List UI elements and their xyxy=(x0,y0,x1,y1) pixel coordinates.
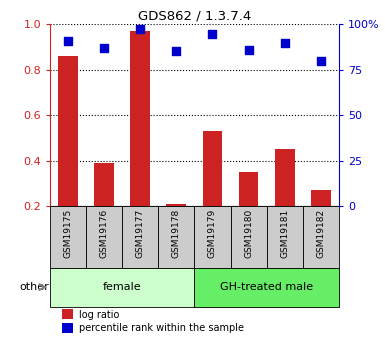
Text: GSM19176: GSM19176 xyxy=(100,209,109,258)
Bar xyxy=(194,267,339,307)
Text: GH-treated male: GH-treated male xyxy=(220,282,313,292)
Text: GSM19181: GSM19181 xyxy=(280,209,289,258)
Bar xyxy=(266,206,303,267)
Bar xyxy=(194,206,231,267)
Bar xyxy=(275,149,295,206)
Text: GSM19182: GSM19182 xyxy=(316,209,325,258)
Text: GSM19175: GSM19175 xyxy=(64,209,73,258)
Bar xyxy=(86,206,122,267)
Bar xyxy=(131,31,150,206)
Bar xyxy=(58,56,78,206)
Point xyxy=(173,48,179,53)
Bar xyxy=(303,206,339,267)
Bar xyxy=(311,190,331,206)
Bar xyxy=(62,309,73,319)
Bar xyxy=(50,206,86,267)
Title: GDS862 / 1.3.7.4: GDS862 / 1.3.7.4 xyxy=(138,10,251,23)
Text: GSM19179: GSM19179 xyxy=(208,209,217,258)
Text: GSM19180: GSM19180 xyxy=(244,209,253,258)
Text: GSM19177: GSM19177 xyxy=(136,209,145,258)
Text: percentile rank within the sample: percentile rank within the sample xyxy=(79,324,244,334)
Bar xyxy=(203,131,223,206)
Bar xyxy=(122,206,158,267)
Text: other: other xyxy=(20,282,49,292)
Point xyxy=(246,47,252,52)
Text: log ratio: log ratio xyxy=(79,309,119,319)
Bar xyxy=(231,206,266,267)
Text: GSM19178: GSM19178 xyxy=(172,209,181,258)
Point xyxy=(137,26,143,31)
Bar xyxy=(158,206,194,267)
Text: female: female xyxy=(103,282,142,292)
Point xyxy=(281,40,288,46)
Point xyxy=(209,31,216,37)
Point xyxy=(318,59,324,64)
Bar xyxy=(50,267,194,307)
Bar xyxy=(62,324,73,333)
Bar xyxy=(239,172,258,206)
Bar xyxy=(166,204,186,206)
Bar xyxy=(94,163,114,206)
Point xyxy=(65,38,71,43)
Point xyxy=(101,45,107,51)
